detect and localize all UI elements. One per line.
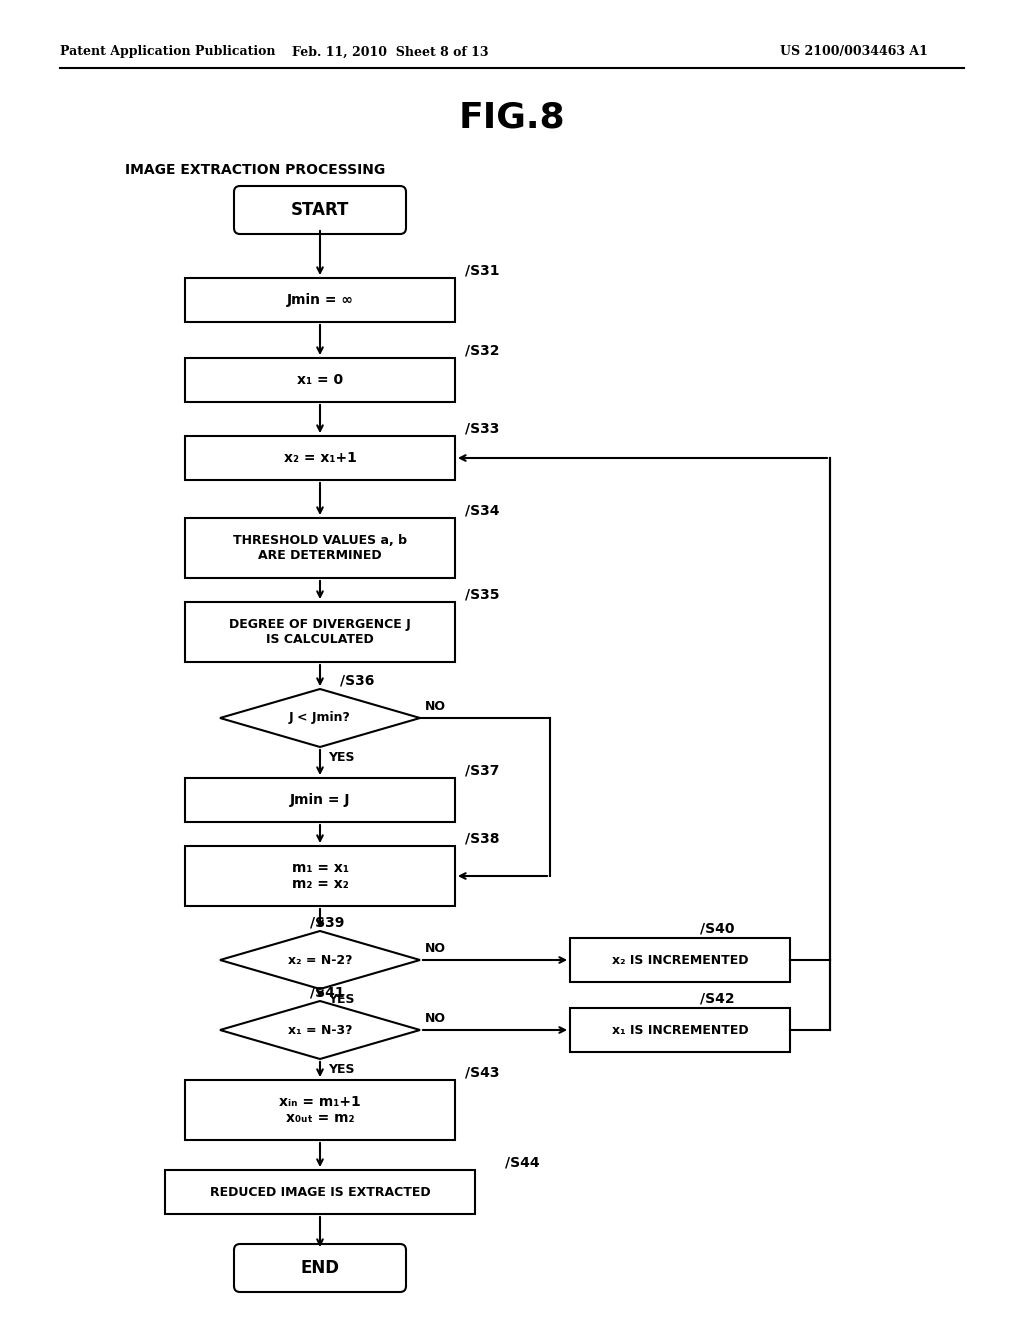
Text: x₁ = 0: x₁ = 0 — [297, 374, 343, 387]
Bar — [185, 1080, 455, 1140]
Text: THRESHOLD VALUES a, b
ARE DETERMINED: THRESHOLD VALUES a, b ARE DETERMINED — [233, 535, 407, 562]
Text: DEGREE OF DIVERGENCE J
IS CALCULATED: DEGREE OF DIVERGENCE J IS CALCULATED — [229, 618, 411, 645]
Text: /S37: /S37 — [465, 764, 500, 777]
FancyBboxPatch shape — [234, 1243, 406, 1292]
Bar — [165, 1170, 475, 1214]
Text: YES: YES — [328, 993, 354, 1006]
Text: REDUCED IMAGE IS EXTRACTED: REDUCED IMAGE IS EXTRACTED — [210, 1185, 430, 1199]
Text: Feb. 11, 2010  Sheet 8 of 13: Feb. 11, 2010 Sheet 8 of 13 — [292, 45, 488, 58]
Text: NO: NO — [425, 1012, 446, 1026]
Text: Jmin = ∞: Jmin = ∞ — [287, 293, 353, 308]
Text: /S38: /S38 — [465, 832, 500, 846]
Text: /S35: /S35 — [465, 587, 500, 602]
Bar — [185, 602, 455, 663]
Bar — [185, 436, 455, 480]
Text: /S33: /S33 — [465, 422, 500, 436]
Text: /S41: /S41 — [310, 985, 345, 999]
Bar — [185, 777, 455, 822]
Text: xᵢₙ = m₁+1
x₀ᵤₜ = m₂: xᵢₙ = m₁+1 x₀ᵤₜ = m₂ — [280, 1094, 360, 1125]
Text: /S36: /S36 — [340, 673, 375, 686]
Text: Patent Application Publication: Patent Application Publication — [60, 45, 275, 58]
Bar — [570, 939, 790, 982]
Text: /S34: /S34 — [465, 504, 500, 517]
Polygon shape — [220, 689, 420, 747]
Text: /S39: /S39 — [310, 915, 344, 929]
Text: /S42: /S42 — [700, 993, 734, 1006]
Text: /S32: /S32 — [465, 345, 500, 358]
Text: x₂ = N-2?: x₂ = N-2? — [288, 953, 352, 966]
Text: FIG.8: FIG.8 — [459, 102, 565, 135]
Text: YES: YES — [328, 1063, 354, 1076]
Text: NO: NO — [425, 700, 446, 713]
Text: IMAGE EXTRACTION PROCESSING: IMAGE EXTRACTION PROCESSING — [125, 162, 385, 177]
Text: /S43: /S43 — [465, 1067, 500, 1080]
Text: x₁ = N-3?: x₁ = N-3? — [288, 1023, 352, 1036]
Text: /S44: /S44 — [505, 1156, 540, 1170]
Bar — [185, 358, 455, 403]
Text: END: END — [300, 1259, 340, 1276]
Text: m₁ = x₁
m₂ = x₂: m₁ = x₁ m₂ = x₂ — [292, 861, 348, 891]
Text: x₂ IS INCREMENTED: x₂ IS INCREMENTED — [611, 953, 749, 966]
Polygon shape — [220, 1001, 420, 1059]
Text: /S31: /S31 — [465, 264, 500, 279]
Text: J < Jmin?: J < Jmin? — [289, 711, 351, 725]
Text: x₁ IS INCREMENTED: x₁ IS INCREMENTED — [611, 1023, 749, 1036]
Bar — [185, 279, 455, 322]
Bar — [185, 846, 455, 906]
Text: Jmin = J: Jmin = J — [290, 793, 350, 807]
Text: /S40: /S40 — [700, 921, 734, 936]
Polygon shape — [220, 931, 420, 989]
Bar — [570, 1008, 790, 1052]
Text: YES: YES — [328, 751, 354, 764]
Text: START: START — [291, 201, 349, 219]
Text: US 2100/0034463 A1: US 2100/0034463 A1 — [780, 45, 928, 58]
FancyBboxPatch shape — [234, 186, 406, 234]
Text: x₂ = x₁+1: x₂ = x₁+1 — [284, 451, 356, 465]
Bar — [185, 517, 455, 578]
Text: NO: NO — [425, 942, 446, 954]
